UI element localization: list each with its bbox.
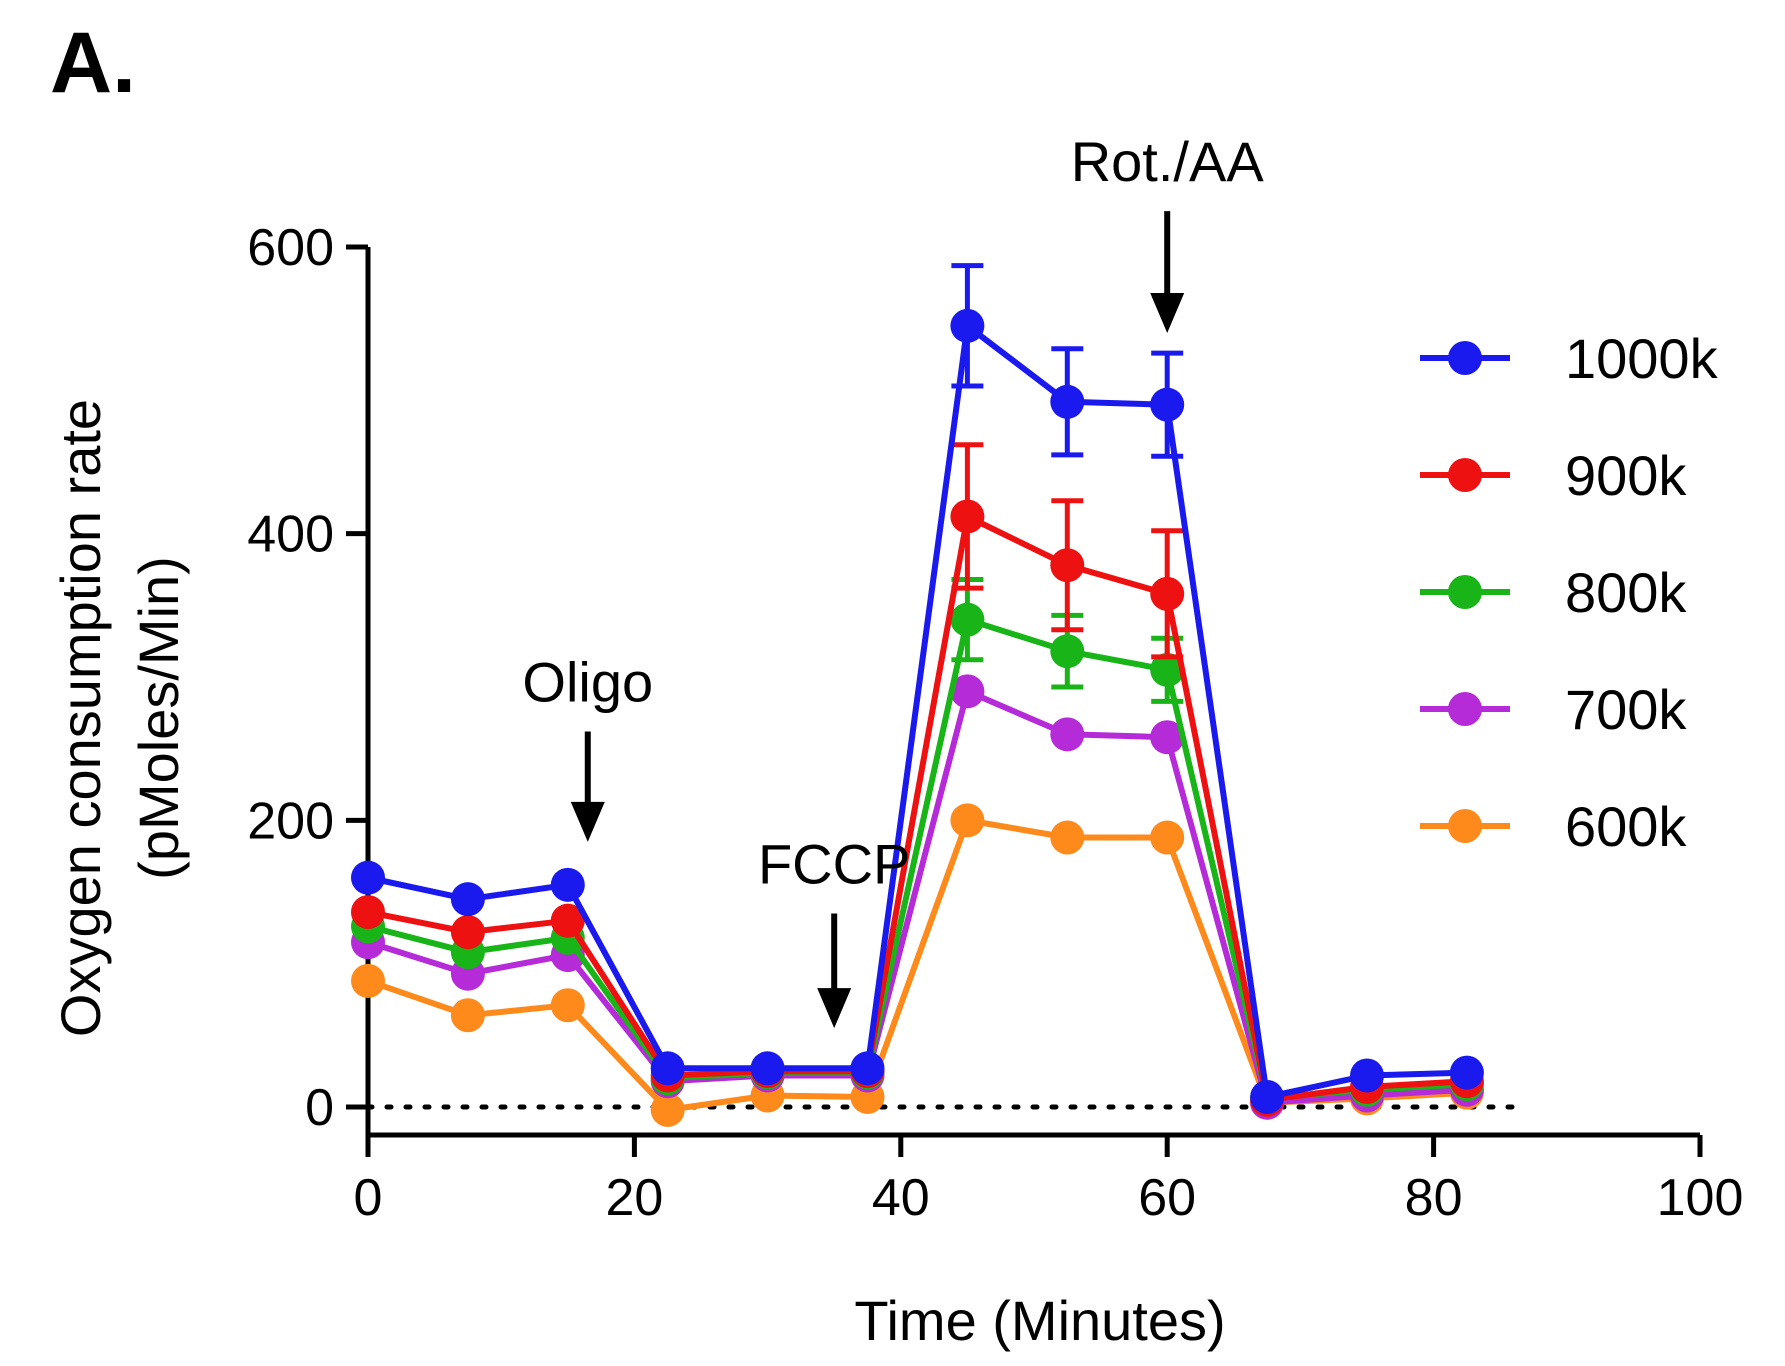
series-900k (351, 442, 1484, 1117)
data-point (450, 882, 485, 917)
x-tick-label: 100 (1657, 1169, 1744, 1227)
data-point (450, 998, 485, 1033)
series-line-700k (367, 688, 1468, 1106)
data-point (1150, 820, 1185, 855)
data-point (1150, 652, 1185, 687)
data-point (1150, 387, 1185, 422)
y-tick-label: 200 (247, 792, 334, 850)
data-point (1050, 634, 1085, 669)
legend-swatch-marker (1448, 341, 1482, 375)
legend-swatch-marker (1448, 692, 1482, 726)
axes: 0 200 400 600 0 20 40 60 80 100 (247, 219, 1743, 1227)
legend-swatch-marker (1448, 809, 1482, 843)
x-tick-label: 60 (1138, 1169, 1196, 1227)
legend-label: 700k (1565, 678, 1687, 741)
data-point (1050, 820, 1085, 855)
data-point (1050, 384, 1085, 419)
data-point (1050, 717, 1085, 752)
x-tick-label: 20 (605, 1169, 663, 1227)
annotation-arrow-head (570, 801, 605, 842)
legend-item-1000k: 1000k (1420, 327, 1719, 390)
annotation-fccp: FCCP (758, 833, 910, 1029)
data-point (1150, 720, 1185, 755)
data-point (1050, 548, 1085, 583)
data-point (750, 1051, 785, 1086)
data-point (1449, 1055, 1484, 1090)
data-point (650, 1051, 685, 1086)
series-800k (351, 577, 1484, 1116)
data-point (850, 1051, 885, 1086)
series-700k (351, 674, 1484, 1120)
data-point (550, 867, 585, 902)
panel-label: A. (50, 15, 136, 111)
legend-label: 800k (1565, 561, 1687, 624)
legend-label: 600k (1565, 795, 1687, 858)
data-point (351, 895, 385, 930)
legend-item-900k: 900k (1420, 444, 1687, 507)
series-1000k (351, 263, 1484, 1114)
data-point (1250, 1079, 1285, 1114)
data-point (650, 1092, 685, 1127)
legend-item-700k: 700k (1420, 678, 1687, 741)
y-tick-label: 600 (247, 219, 334, 277)
legend-swatch-marker (1448, 458, 1482, 492)
data-point (351, 963, 385, 998)
y-tick-label: 400 (247, 506, 334, 564)
annotation-arrow-head (1150, 293, 1185, 333)
data-point (950, 499, 985, 534)
data-point (950, 308, 985, 343)
data-point (1350, 1058, 1384, 1093)
x-tick-label: 40 (872, 1169, 930, 1227)
data-point (450, 915, 485, 950)
data-point (550, 903, 585, 938)
annotation-arrow-head (817, 988, 852, 1029)
legend-item-800k: 800k (1420, 561, 1687, 624)
x-tick-label: 0 (354, 1169, 383, 1227)
x-tick-label: 80 (1405, 1169, 1463, 1227)
annotation-label: FCCP (758, 833, 910, 896)
annotation-oligo: Oligo (522, 650, 653, 842)
y-axis-title-line2: (pMoles/Min) (127, 556, 190, 880)
series-layer (351, 263, 1484, 1127)
legend-label: 900k (1565, 444, 1687, 507)
data-point (950, 602, 985, 637)
data-point (1150, 576, 1185, 611)
annotation-label: Oligo (522, 650, 653, 713)
series-line-900k (367, 513, 1468, 1103)
data-point (950, 674, 985, 709)
data-point (950, 803, 985, 838)
data-point (351, 860, 385, 895)
legend-item-600k: 600k (1420, 795, 1687, 858)
annotation-label: Rot./AA (1071, 130, 1265, 193)
y-tick-label: 0 (305, 1079, 334, 1137)
annotations: Oligo FCCP Rot./AA (522, 130, 1265, 1029)
legend: 1000k 900k 800k 700k 600k (1420, 327, 1719, 858)
series-line-600k (367, 817, 1468, 1113)
x-axis-title: Time (Minutes) (854, 1289, 1225, 1352)
legend-swatch-marker (1448, 575, 1482, 609)
y-axis-title: Oxygen consumption rate (pMoles/Min) (49, 399, 190, 1037)
legend-label: 1000k (1565, 327, 1719, 390)
annotation-rotaa: Rot./AA (1071, 130, 1265, 333)
y-axis-title-line1: Oxygen consumption rate (49, 399, 112, 1037)
data-point (550, 988, 585, 1023)
